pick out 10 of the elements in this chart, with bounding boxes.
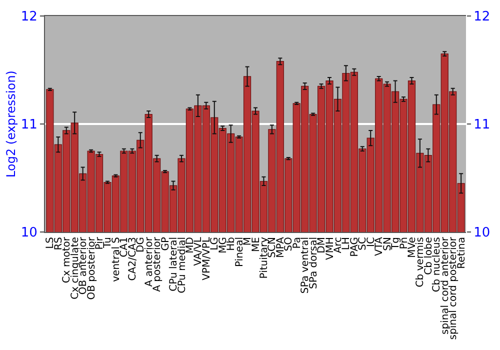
y-tick-label: 11: [20, 118, 38, 133]
y2-tick-label: 12: [474, 10, 490, 25]
y-axis-title: Log2 (expression): [4, 70, 18, 178]
y-tick-label: 10: [20, 226, 38, 241]
x-tick-label: OB posterior: [86, 236, 98, 300]
y2-tick-label: 11: [474, 118, 490, 133]
y2-tick-label: 10: [474, 226, 490, 241]
y-tick-label: 12: [20, 10, 38, 25]
x-tick-label: A posterior: [152, 236, 164, 292]
x-tick-label: Tg: [390, 237, 402, 250]
